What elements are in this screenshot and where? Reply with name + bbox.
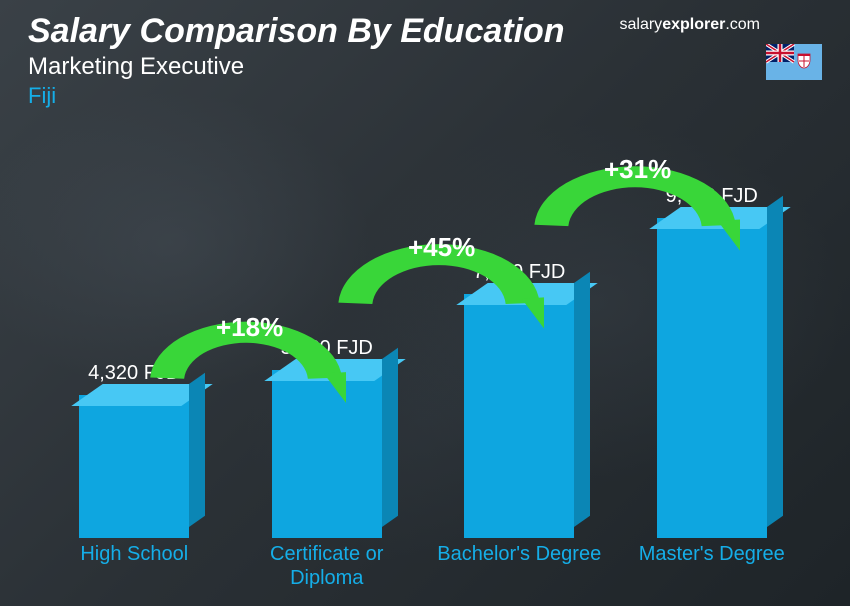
bar-label-2: Bachelor's Degree [427,542,612,592]
chart-country: Fiji [28,83,565,109]
increase-arc-0: +18% [146,280,346,390]
increase-arc-2: +31% [530,122,740,238]
bar-label-0: High School [42,542,227,592]
country-flag-icon [766,44,822,80]
increase-pct-2: +31% [604,154,671,185]
increase-pct-1: +45% [408,232,475,263]
bar-chart: 4,320 FJD5,080 FJD7,370 FJD9,660 FJD Hig… [38,112,808,592]
bar-label-1: Certificate or Diploma [234,542,419,592]
chart-title: Salary Comparison By Education [28,12,565,51]
bar-label-3: Master's Degree [619,542,804,592]
increase-arc-1: +45% [334,198,544,316]
increase-pct-0: +18% [216,312,283,343]
brand-label: salaryexplorer.com [620,16,761,34]
chart-subtitle: Marketing Executive [28,53,565,81]
